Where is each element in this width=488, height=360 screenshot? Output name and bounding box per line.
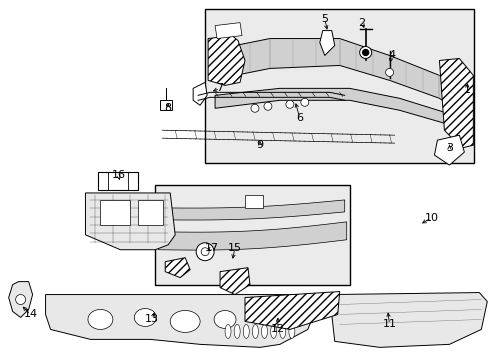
Bar (138, 200, 163, 225)
Text: 17: 17 (204, 243, 219, 253)
Polygon shape (215, 88, 470, 145)
Polygon shape (220, 268, 249, 294)
Ellipse shape (270, 324, 276, 338)
Circle shape (196, 243, 214, 261)
Polygon shape (160, 100, 172, 110)
Ellipse shape (261, 324, 267, 338)
Text: 2: 2 (357, 18, 365, 28)
Text: 4: 4 (387, 50, 394, 60)
Ellipse shape (214, 310, 236, 328)
Ellipse shape (224, 324, 230, 338)
Circle shape (362, 50, 368, 55)
Ellipse shape (243, 324, 249, 338)
Polygon shape (210, 39, 470, 128)
Text: 6: 6 (296, 113, 303, 123)
Polygon shape (215, 23, 242, 39)
Polygon shape (9, 282, 33, 318)
Polygon shape (244, 292, 339, 329)
Text: 11: 11 (382, 319, 396, 329)
Polygon shape (433, 135, 464, 165)
Text: 5: 5 (321, 14, 327, 24)
Polygon shape (160, 200, 344, 220)
Text: 9: 9 (256, 140, 263, 150)
Text: 7: 7 (216, 84, 223, 93)
Text: 15: 15 (227, 243, 242, 253)
Ellipse shape (288, 324, 294, 338)
Ellipse shape (249, 306, 269, 323)
Circle shape (250, 104, 259, 112)
Circle shape (285, 100, 293, 108)
Ellipse shape (170, 310, 200, 332)
Ellipse shape (134, 309, 156, 327)
Bar (204, 9, 473, 163)
Polygon shape (208, 36, 244, 85)
Polygon shape (165, 258, 190, 278)
Polygon shape (193, 82, 207, 105)
Ellipse shape (234, 324, 240, 338)
Text: 12: 12 (270, 324, 285, 334)
Circle shape (16, 294, 25, 305)
Bar (155, 185, 349, 285)
Bar (244, 195, 263, 208)
Ellipse shape (252, 324, 258, 338)
Polygon shape (331, 293, 487, 347)
Polygon shape (439, 58, 472, 148)
Polygon shape (158, 222, 346, 250)
Text: 1: 1 (463, 85, 470, 95)
Circle shape (264, 102, 271, 110)
Polygon shape (319, 31, 334, 55)
Circle shape (300, 98, 308, 106)
Text: 13: 13 (145, 314, 159, 324)
Text: 16: 16 (111, 170, 125, 180)
Ellipse shape (88, 310, 113, 329)
Circle shape (201, 248, 209, 256)
Text: 3: 3 (445, 143, 452, 153)
Circle shape (385, 68, 393, 76)
Ellipse shape (279, 324, 285, 338)
Bar (98, 172, 138, 190)
Polygon shape (85, 193, 175, 250)
Text: 8: 8 (164, 103, 171, 113)
Bar (100, 200, 130, 225)
Polygon shape (45, 294, 317, 347)
Text: 10: 10 (424, 213, 438, 223)
Circle shape (359, 46, 371, 58)
Text: 14: 14 (23, 310, 38, 319)
